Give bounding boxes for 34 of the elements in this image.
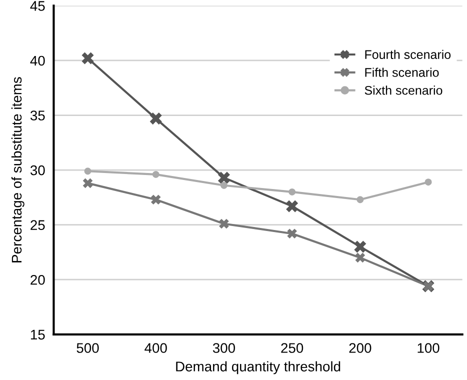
x-tick-label: 300	[212, 343, 236, 353]
y-tick-label: 25	[30, 220, 45, 230]
x-tick-label: 200	[349, 343, 372, 353]
point	[82, 52, 94, 64]
point	[355, 252, 366, 263]
x-tick-label: 400	[144, 343, 167, 353]
point	[288, 188, 296, 196]
y-tick-label: 40	[30, 56, 45, 66]
point	[356, 196, 364, 204]
point	[354, 240, 366, 253]
point	[82, 178, 93, 188]
point	[150, 194, 161, 205]
y-tick-label: 45	[30, 1, 45, 11]
y-tick-label: 20	[30, 274, 45, 285]
legend-label: Fourth scenario	[365, 50, 451, 59]
x-tick-label: 250	[281, 343, 304, 353]
point	[220, 182, 228, 189]
x-axis-title: Demand quantity threshold	[176, 361, 340, 374]
y-axis-title: Percentage of substitute items	[11, 77, 24, 262]
point	[287, 228, 297, 239]
point	[84, 168, 92, 175]
y-tick-label: 15	[30, 330, 45, 340]
point	[152, 170, 160, 178]
legend-label: Fifth scenario	[365, 68, 439, 77]
x-tick-label: 500	[76, 343, 99, 353]
point	[150, 112, 162, 125]
point	[424, 178, 432, 186]
x-tick-label: 100	[418, 343, 440, 353]
point	[286, 200, 298, 212]
point	[218, 172, 230, 184]
point	[219, 218, 229, 229]
y-tick-label: 30	[30, 165, 45, 176]
legend-label: Sixth scenario	[364, 86, 442, 95]
y-tick-label: 35	[30, 110, 45, 120]
